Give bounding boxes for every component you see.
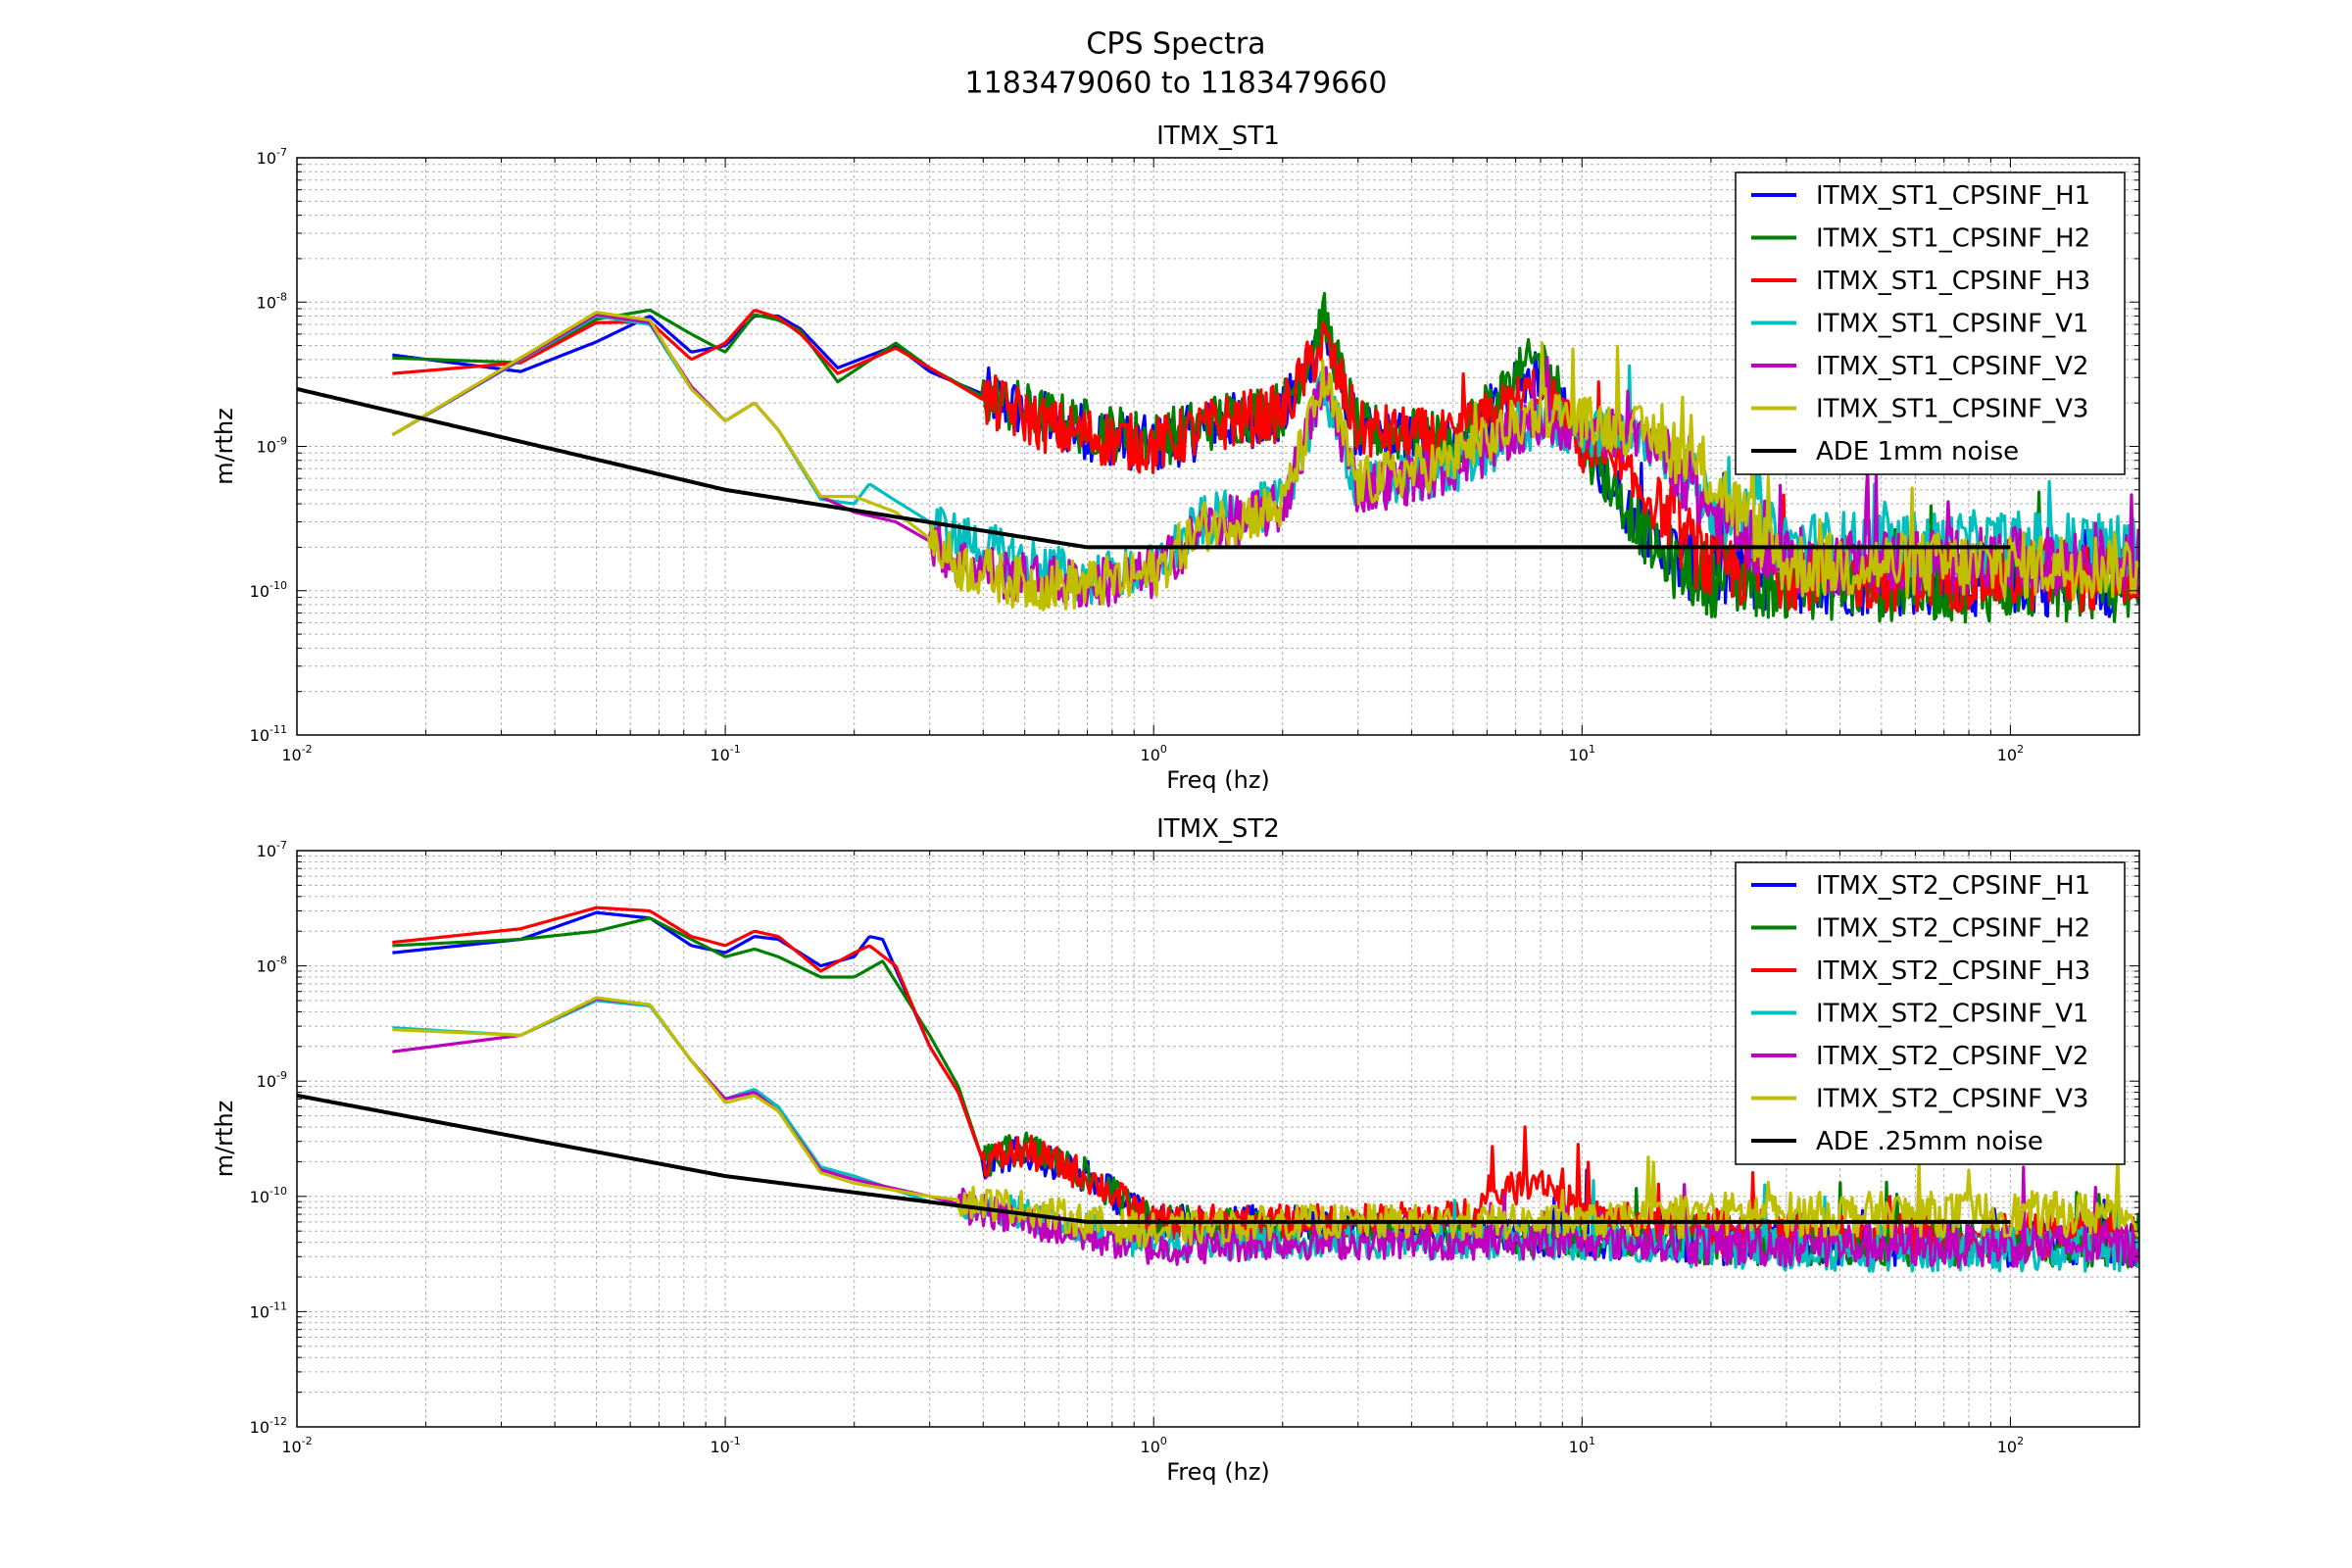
y-tick-label: 10-10	[250, 579, 287, 601]
legend-entry: ADE 1mm noise	[1816, 437, 2019, 466]
y-tick-label: 10-8	[257, 955, 287, 976]
legend: ITMX_ST2_CPSINF_H1 ITMX_ST2_CPSINF_H2 ITMX…	[1735, 861, 2126, 1165]
legend-entry: ITMX_ST2_CPSINF_V1	[1816, 1000, 2088, 1029]
chart-panel-itmx-st1: 10-2 10-1 100 101 102 10-11 10-10 10-9 10-8 10-7 I…	[211, 122, 2140, 794]
x-tick-label: 101	[1569, 1435, 1595, 1456]
series-line-itmx-st2-cpsinf-v3	[392, 996, 2139, 1249]
legend-box	[1735, 861, 2126, 1165]
x-tick-label: 10-1	[710, 743, 740, 764]
legend-entry: ITMX_ST2_CPSINF_V2	[1816, 1042, 2088, 1071]
series-line-ade-25mm-noise	[297, 1093, 2011, 1224]
legend-entry: ITMX_ST1_CPSINF_V2	[1816, 352, 2088, 381]
chart-panel-itmx-st2: 10-2 10-1 100 101 102 10-12 10-11 10-10 10-9 10-8…	[211, 814, 2140, 1486]
tick-marks	[296, 157, 2140, 736]
x-tick-label: 102	[1997, 743, 2024, 764]
x-tick-label: 100	[1141, 1435, 1167, 1456]
series-group	[297, 291, 2139, 624]
y-tick-label: 10-9	[257, 435, 287, 457]
legend-entry: ITMX_ST2_CPSINF_H3	[1816, 956, 2090, 986]
x-tick-label: 101	[1569, 743, 1595, 764]
legend-entry: ITMX_ST1_CPSINF_H3	[1816, 267, 2090, 296]
x-tick-label: 10-1	[710, 1435, 740, 1456]
legend-entry: ADE .25mm noise	[1816, 1127, 2043, 1156]
y-tick-label: 10-7	[257, 146, 287, 168]
legend-entry: ITMX_ST2_CPSINF_H2	[1816, 914, 2090, 944]
axes-frame	[296, 850, 2140, 1428]
legend-entry: ITMX_ST1_CPSINF_V3	[1816, 395, 2088, 424]
series-group	[297, 906, 2139, 1273]
y-tick-label: 10-7	[257, 839, 287, 860]
tick-marks	[296, 850, 2140, 1428]
figure-title-line1: CPS Spectra	[1086, 27, 1265, 62]
legend-entry: ITMX_ST2_CPSINF_V3	[1816, 1085, 2088, 1114]
series-line-ade-1mm-noise	[297, 386, 2011, 550]
x-tick-label: 10-2	[281, 743, 312, 764]
legend-entry: ITMX_ST2_CPSINF_H1	[1816, 871, 2090, 901]
y-tick-label: 10-9	[257, 1069, 287, 1091]
y-tick-label: 10-8	[257, 290, 287, 312]
legend-entry: ITMX_ST1_CPSINF_V1	[1816, 310, 2088, 339]
panel-title: ITMX_ST2	[1156, 814, 1280, 844]
series-line-itmx-st1-cpsinf-v3	[391, 311, 2139, 612]
y-tick-label: 10-11	[250, 723, 287, 745]
legend: ITMX_ST1_CPSINF_H1 ITMX_ST1_CPSINF_H2 ITMX…	[1735, 172, 2126, 475]
x-tick-label: 102	[1997, 1435, 2024, 1456]
x-tick-label: 10-2	[281, 1435, 312, 1456]
y-axis-label: m/rthz	[211, 1101, 238, 1178]
y-tick-label: 10-11	[250, 1299, 287, 1321]
x-tick-label: 100	[1141, 743, 1167, 764]
x-axis-label: Freq (hz)	[1166, 766, 1270, 794]
panel-title: ITMX_ST1	[1156, 122, 1280, 151]
y-axis-label: m/rthz	[211, 408, 238, 485]
figure-title-line2: 1183479060 to 1183479660	[965, 67, 1388, 101]
y-tick-label: 10-10	[250, 1185, 287, 1206]
legend-box	[1735, 172, 2126, 475]
legend-entry: ITMX_ST1_CPSINF_H1	[1816, 181, 2090, 211]
legend-entry: ITMX_ST1_CPSINF_H2	[1816, 224, 2090, 254]
y-tick-label: 10-12	[250, 1415, 287, 1437]
x-axis-label: Freq (hz)	[1166, 1458, 1270, 1486]
